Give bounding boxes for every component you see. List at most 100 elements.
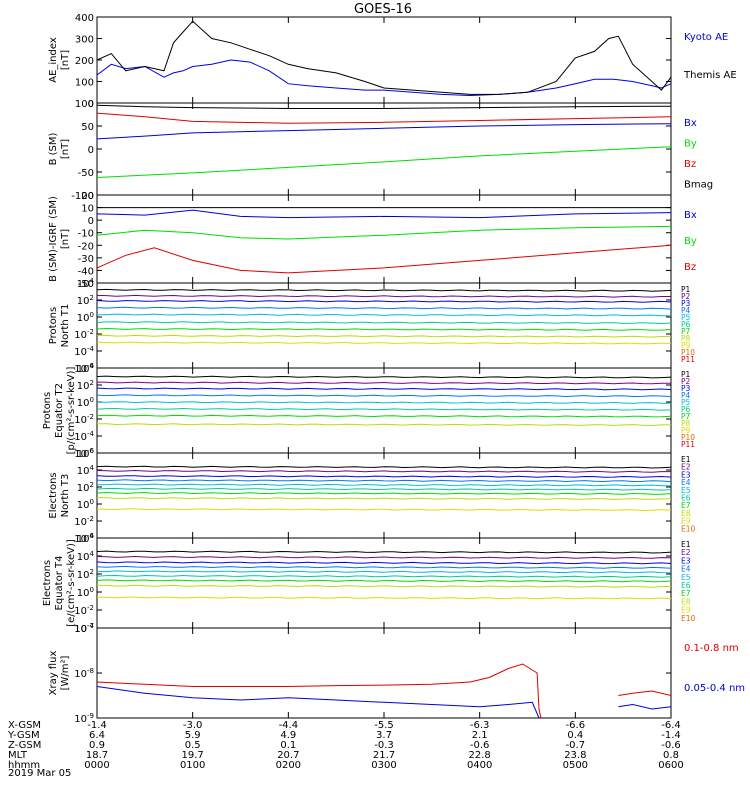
y-axis-label: Electrons North T3: [48, 472, 71, 518]
legend-entry: P6: [681, 405, 691, 414]
legend-entry: E4: [681, 565, 691, 574]
panel-frame: [96, 452, 672, 539]
row-value: 0.1: [280, 740, 296, 751]
legend-entry: Bmag: [684, 180, 713, 191]
row-value: -1.4: [87, 720, 107, 731]
row-value: 0.5: [185, 740, 201, 751]
flux-channel-line: [96, 596, 672, 600]
y-tick-label: -100: [71, 191, 94, 202]
legend-entry: E8: [681, 597, 691, 606]
legend-entry: E8: [681, 509, 691, 518]
flux-channel-line: [96, 550, 672, 554]
row-value: -1.4: [661, 730, 681, 741]
legend-entry: P7: [681, 327, 691, 336]
y-axis-label-line: Electrons: [48, 472, 59, 518]
flux-channel-line: [97, 570, 672, 574]
flux-channel-line: [97, 401, 671, 404]
y-axis-label-line: [e/(cm²-s-sr-keV)]: [66, 539, 77, 627]
row-value: -0.3: [374, 740, 394, 751]
row-value: 0400: [467, 760, 492, 771]
legend-entry: E7: [681, 589, 691, 598]
row-value: -3.0: [183, 720, 203, 731]
legend-entry: Bz: [684, 159, 696, 170]
y-tick-label: 10-4: [74, 345, 94, 358]
y-tick-label: 10-2: [74, 604, 94, 617]
legend-entry: E5: [681, 573, 691, 582]
legend-entry: E1: [681, 455, 691, 464]
flux-channel-line: [96, 381, 671, 385]
legend-entry: Bz: [684, 262, 696, 273]
y-tick-label: 102: [77, 379, 94, 392]
legend-entry: E10: [681, 524, 696, 533]
y-tick-label: 100: [75, 78, 94, 89]
flux-channel-line: [96, 561, 672, 565]
row-value: -6.4: [661, 720, 681, 731]
legend-entry: P11: [681, 440, 695, 449]
y-tick-label: 104: [77, 362, 95, 375]
y-axis-label-line: North T1: [60, 304, 71, 348]
row-value: -0.6: [661, 740, 681, 751]
y-tick-label: 10-4: [74, 430, 94, 443]
y-tick-label: 106: [77, 447, 95, 460]
legend-entry: E6: [681, 494, 691, 503]
row-label: Y-GSM: [7, 730, 40, 741]
legend-entry: E3: [681, 470, 691, 479]
row-value: -6.3: [470, 720, 490, 731]
legend-entry: P8: [681, 334, 691, 343]
y-axis-label: Protons North T1: [48, 304, 71, 348]
time-axis-table: X-GSM -1.4 -3.0 -4.4 -5.5 -6.3 -6.6 -6.4 Y-GSM 6.…: [7, 720, 684, 779]
panel-frame: [96, 367, 672, 454]
legend-entry: E9: [681, 606, 691, 615]
legend-entry: 0.1-0.8 nm: [684, 643, 739, 654]
row-value: 0.9: [89, 740, 105, 751]
flux-channel-line: [96, 414, 672, 418]
y-axis-label-line: B (SM): [48, 132, 59, 165]
legend-entry: P2: [681, 377, 691, 386]
flux-channel-line: [96, 341, 672, 345]
y-axis-label: Electrons Equator T4 [e/(cm²-s-sr-keV)]: [42, 539, 77, 627]
legend-entry: By: [684, 139, 697, 150]
series-line: [96, 146, 672, 178]
y-tick-label: -10: [78, 229, 94, 240]
y-tick-label: 104: [77, 550, 95, 563]
y-tick-label: 104: [77, 277, 95, 290]
flux-channel-line: [96, 288, 672, 292]
flux-channel-line: [96, 555, 672, 559]
series-line: [618, 703, 672, 710]
series-line: [96, 209, 672, 219]
panel-8: 10-9 10-8 10-7 Xray flux [W/m²] 0.1-0.8 nm 0.0…: [48, 622, 745, 725]
legend-entry: Bx: [684, 118, 697, 129]
flux-channel-line: [96, 306, 672, 310]
y-axis-label: B (SM) [nT]: [48, 132, 71, 165]
row-value: 2.1: [472, 730, 488, 741]
flux-channel-line: [96, 375, 672, 379]
row-value: 0100: [180, 760, 205, 771]
y-tick-label: 100: [77, 586, 94, 599]
row-value: 20.7: [277, 750, 299, 761]
row-label: X-GSM: [8, 720, 41, 731]
date-label: 2019 Mar 05: [8, 768, 71, 779]
y-axis-label-line: North T3: [60, 474, 71, 518]
series-line: [96, 244, 672, 274]
y-tick-label: 10-2: [74, 328, 94, 341]
y-tick-label: 10-9: [74, 712, 94, 725]
row-value: 18.7: [86, 750, 108, 761]
row-label: hhmm: [8, 760, 40, 771]
y-axis-label-line: Electrons: [42, 560, 53, 606]
series-line: [96, 663, 542, 719]
y-axis-label-line: [W/m²]: [60, 655, 71, 690]
flux-channel-line: [96, 579, 672, 583]
y-tick-label: 10-4: [74, 622, 94, 635]
y-tick-label: 100: [77, 498, 94, 511]
panel-frame: [96, 627, 672, 719]
y-tick-label: 104: [77, 464, 95, 477]
y-tick-label: 100: [75, 99, 94, 110]
series-line: [96, 104, 672, 109]
legend-entry: P4: [681, 391, 691, 400]
legend-entry: P9: [681, 341, 691, 350]
row-value: 0.4: [567, 730, 583, 741]
